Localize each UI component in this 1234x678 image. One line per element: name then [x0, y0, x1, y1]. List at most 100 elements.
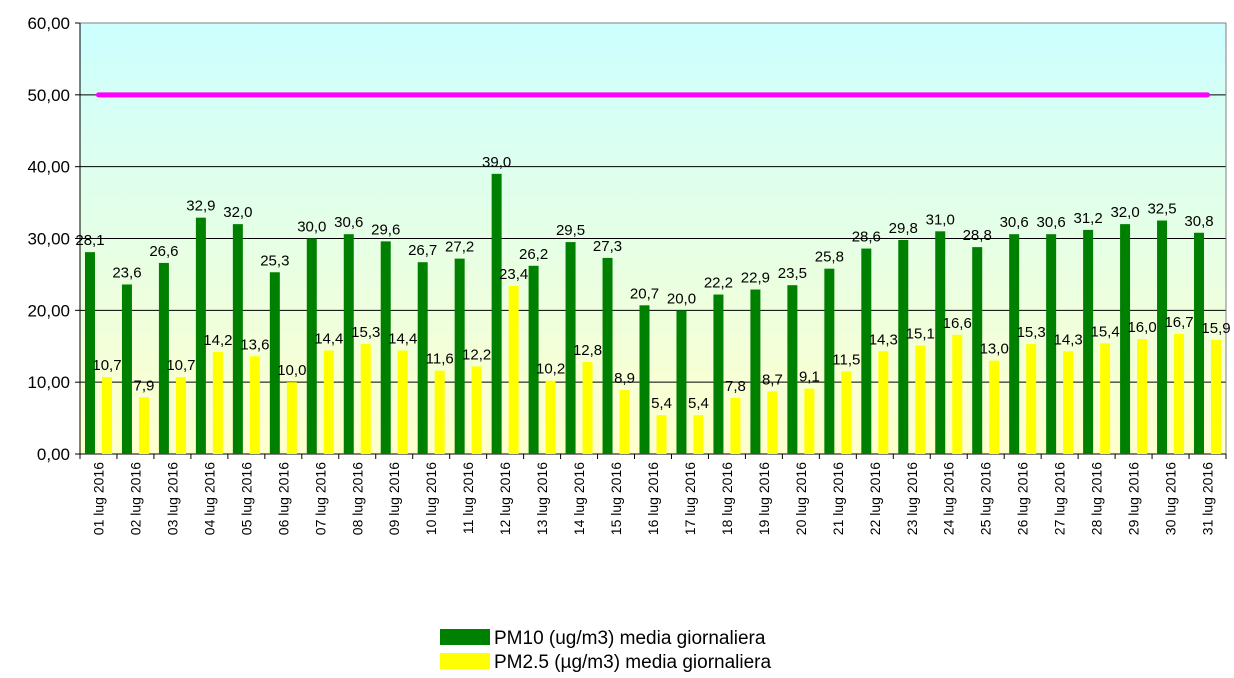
x-tick-label: 17 lug 2016: [682, 462, 698, 535]
bar: [915, 345, 926, 454]
bar: [306, 238, 317, 454]
bar: [232, 224, 243, 454]
bar: [898, 239, 909, 454]
bar: [212, 351, 223, 454]
data-label: 8,9: [614, 370, 635, 387]
legend-swatch: [440, 629, 490, 645]
data-label: 20,7: [630, 285, 659, 302]
legend-label: PM10 (ug/m3) media giornaliera: [494, 628, 766, 649]
data-label: 5,4: [651, 395, 672, 412]
x-tick-label: 11 lug 2016: [460, 462, 476, 534]
data-label: 30,6: [1037, 214, 1066, 231]
bar: [434, 370, 445, 454]
data-label: 10,7: [92, 357, 121, 374]
bar: [952, 334, 963, 454]
data-label: 15,9: [1201, 320, 1230, 337]
data-label: 15,3: [351, 324, 380, 341]
x-tick-label: 16 lug 2016: [645, 462, 661, 535]
data-label: 9,1: [799, 369, 820, 386]
bar: [639, 305, 650, 454]
bar: [804, 388, 815, 454]
bar: [528, 265, 539, 454]
bar: [1137, 339, 1148, 454]
bar: [417, 262, 428, 454]
x-tick-label: 22 lug 2016: [867, 462, 883, 535]
bar: [767, 391, 778, 454]
y-tick-label: 50,00: [27, 86, 70, 105]
data-label: 30,6: [334, 214, 363, 231]
data-label: 26,7: [408, 242, 437, 259]
x-tick-label: 14 lug 2016: [571, 462, 587, 535]
x-tick-label: 07 lug 2016: [312, 462, 328, 535]
bar: [972, 247, 983, 454]
data-label: 14,4: [388, 331, 417, 348]
bar: [1046, 234, 1057, 454]
bar: [1211, 339, 1222, 454]
x-tick-label: 23 lug 2016: [904, 462, 920, 535]
bar: [508, 285, 519, 454]
data-label: 16,7: [1164, 314, 1193, 331]
x-tick-label: 26 lug 2016: [1015, 462, 1031, 535]
data-label: 16,6: [943, 315, 972, 332]
data-label: 15,3: [1017, 324, 1046, 341]
legend-label: PM2.5 (µg/m3) media giornaliera: [494, 652, 771, 673]
bar: [1120, 224, 1131, 454]
y-tick-label: 20,00: [27, 301, 70, 320]
data-label: 12,2: [462, 346, 491, 363]
data-label: 28,6: [852, 229, 881, 246]
bar: [730, 397, 741, 454]
bar: [158, 262, 169, 454]
x-tick-label: 13 lug 2016: [534, 462, 550, 535]
data-label: 30,0: [297, 219, 326, 236]
bar: [249, 356, 260, 454]
bar: [323, 350, 334, 454]
data-label: 23,4: [499, 266, 528, 283]
data-label: 11,5: [832, 351, 860, 368]
data-label: 10,7: [166, 357, 195, 374]
data-label: 29,8: [889, 220, 918, 237]
data-label: 32,5: [1147, 201, 1176, 218]
data-label: 25,3: [260, 252, 289, 269]
y-tick-label: 40,00: [27, 158, 70, 177]
bar: [619, 390, 630, 454]
bar: [565, 242, 576, 454]
data-label: 12,8: [573, 342, 602, 359]
x-tick-label: 04 lug 2016: [201, 462, 217, 535]
data-label: 15,1: [906, 326, 935, 343]
x-tick-label: 25 lug 2016: [978, 462, 994, 535]
y-tick-label: 30,00: [27, 230, 70, 249]
x-tick-label: 20 lug 2016: [793, 462, 809, 535]
data-label: 7,8: [725, 378, 746, 395]
bar: [1063, 351, 1074, 454]
bar: [1083, 229, 1094, 454]
x-tick-label: 08 lug 2016: [349, 462, 365, 535]
bar: [787, 285, 798, 454]
data-label: 14,2: [203, 332, 232, 349]
x-tick-label: 10 lug 2016: [423, 462, 439, 535]
bar: [676, 310, 687, 454]
y-tick-label: 0,00: [37, 445, 70, 464]
bar: [491, 173, 502, 454]
data-label: 27,3: [593, 238, 622, 255]
y-tick-label: 60,00: [27, 14, 70, 33]
bar: [582, 362, 593, 454]
data-label: 22,9: [741, 270, 770, 287]
bar: [397, 350, 408, 454]
bar: [1009, 234, 1020, 454]
bar: [175, 377, 186, 454]
data-label: 14,4: [314, 331, 343, 348]
bar: [935, 231, 946, 454]
x-tick-label: 29 lug 2016: [1126, 462, 1142, 535]
x-tick-label: 12 lug 2016: [497, 462, 513, 535]
bar: [656, 415, 667, 454]
bar: [269, 272, 280, 454]
bar: [693, 415, 704, 454]
data-label: 39,0: [482, 154, 511, 171]
data-label: 13,0: [980, 341, 1009, 358]
data-label: 26,2: [519, 246, 548, 263]
data-label: 32,0: [223, 204, 252, 221]
bar: [824, 268, 835, 454]
data-label: 13,6: [240, 336, 269, 353]
x-tick-label: 27 lug 2016: [1052, 462, 1068, 535]
x-tick-label: 01 lug 2016: [90, 462, 106, 535]
